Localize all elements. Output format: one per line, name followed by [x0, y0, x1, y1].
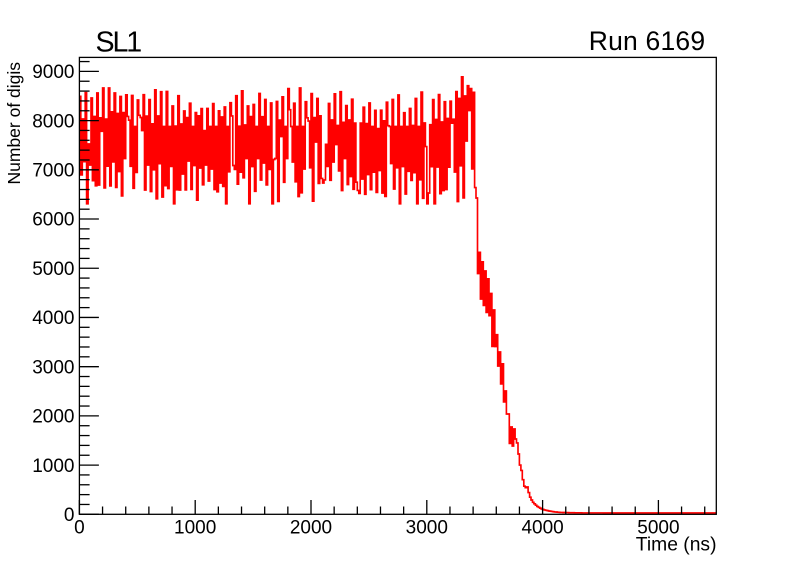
svg-text:5000: 5000 — [637, 517, 679, 538]
svg-text:1000: 1000 — [174, 517, 216, 538]
svg-text:6000: 6000 — [32, 210, 74, 231]
svg-text:0: 0 — [74, 517, 85, 538]
svg-text:2000: 2000 — [290, 517, 332, 538]
svg-text:5000: 5000 — [32, 259, 74, 280]
svg-text:4000: 4000 — [521, 517, 563, 538]
svg-text:SL1: SL1 — [96, 26, 142, 58]
svg-text:8000: 8000 — [32, 111, 74, 132]
svg-text:3000: 3000 — [406, 517, 448, 538]
svg-text:Run 6169: Run 6169 — [589, 26, 706, 56]
svg-text:9000: 9000 — [32, 62, 74, 83]
svg-text:2000: 2000 — [32, 407, 74, 428]
svg-text:3000: 3000 — [32, 357, 74, 378]
svg-text:Number of digis: Number of digis — [4, 62, 24, 185]
svg-text:4000: 4000 — [32, 308, 74, 329]
svg-text:Time (ns): Time (ns) — [636, 535, 717, 556]
svg-text:1000: 1000 — [32, 456, 74, 477]
svg-text:7000: 7000 — [32, 161, 74, 182]
svg-text:0: 0 — [64, 505, 75, 526]
